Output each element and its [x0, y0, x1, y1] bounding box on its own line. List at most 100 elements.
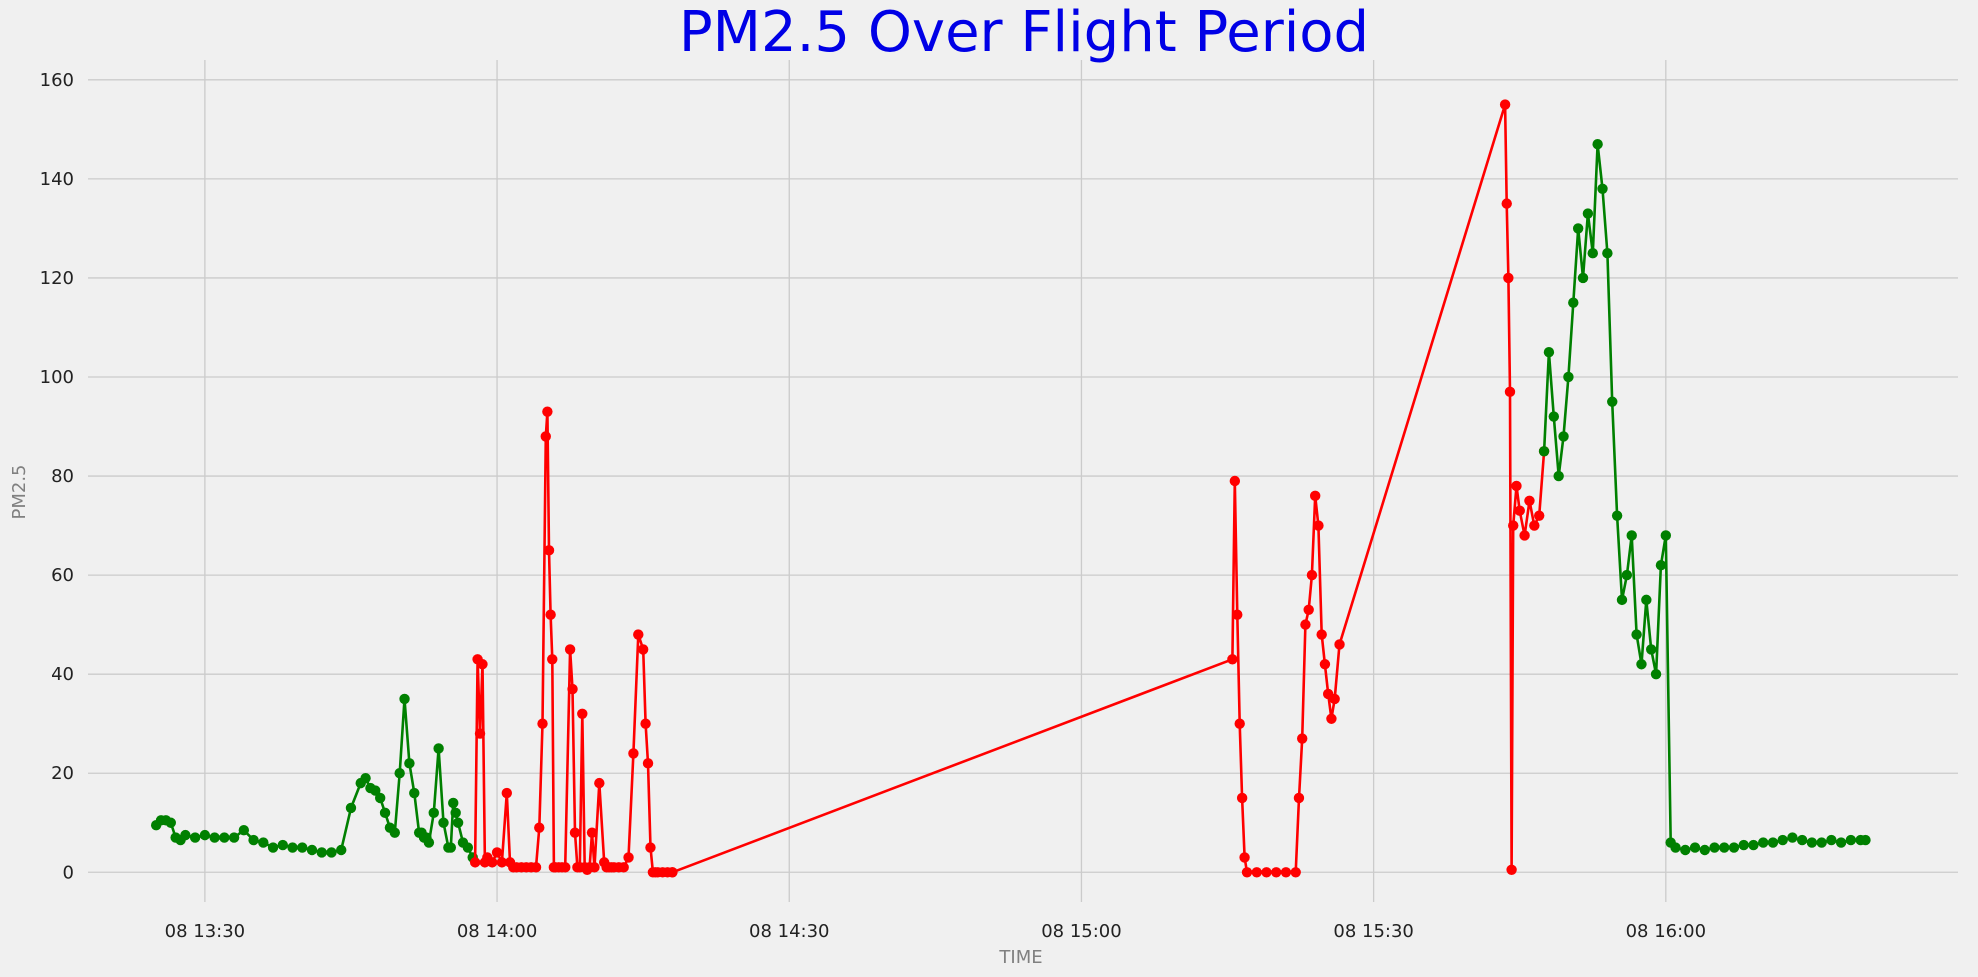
data-point — [542, 406, 553, 417]
data-point — [1758, 837, 1769, 848]
data-point — [1602, 247, 1613, 259]
data-point — [1660, 530, 1672, 541]
data-point — [450, 807, 461, 819]
data-point — [589, 862, 600, 873]
data-point — [1826, 834, 1837, 846]
data-point — [1241, 867, 1253, 878]
data-point — [1748, 839, 1759, 851]
data-point — [370, 785, 381, 796]
data-point — [1572, 223, 1584, 234]
y-tick-label: 20 — [51, 763, 74, 784]
data-point — [1611, 510, 1623, 521]
x-tick-label: 08 14:00 — [457, 921, 538, 942]
data-point — [399, 693, 410, 705]
data-point — [537, 718, 548, 729]
x-tick-labels: 08 13:30 08 14:00 08 14:30 08 15:00 08 15:30… — [165, 921, 1706, 942]
data-point — [1519, 530, 1530, 541]
data-point — [379, 807, 391, 819]
data-point — [543, 545, 555, 556]
data-point — [1548, 411, 1560, 422]
data-point — [1607, 396, 1618, 407]
data-point — [1543, 347, 1555, 358]
y-axis-label: PM2.5 — [9, 464, 30, 519]
data-point — [1582, 208, 1594, 219]
data-point — [1271, 867, 1282, 878]
data-point — [1236, 792, 1248, 804]
data-point — [477, 659, 488, 670]
data-point — [452, 817, 464, 828]
data-point — [667, 867, 678, 878]
data-point — [474, 728, 486, 739]
data-point — [547, 654, 558, 665]
data-point — [1501, 198, 1512, 209]
data-point — [462, 842, 474, 853]
data-point — [1524, 495, 1535, 507]
data-point — [623, 852, 634, 863]
data-point — [1860, 834, 1871, 846]
data-point — [1316, 629, 1327, 640]
data-point — [277, 839, 288, 851]
data-point — [1621, 569, 1633, 581]
y-tick-label: 0 — [63, 862, 74, 883]
data-point — [1538, 446, 1550, 457]
data-point — [628, 748, 639, 759]
data-point — [306, 844, 318, 856]
data-point — [1227, 654, 1238, 665]
series-red-segment — [667, 99, 1550, 878]
data-point — [469, 857, 481, 868]
data-point — [433, 743, 444, 754]
data-point — [1529, 520, 1540, 531]
data-point — [567, 683, 578, 695]
data-point — [1558, 431, 1569, 442]
data-point — [316, 847, 327, 858]
data-point — [1293, 792, 1305, 804]
data-point — [1631, 629, 1642, 640]
data-point — [586, 827, 598, 838]
data-point — [540, 431, 551, 442]
data-point — [360, 772, 371, 784]
data-point — [209, 832, 220, 843]
data-point — [394, 768, 405, 779]
series-red-segment — [469, 406, 678, 878]
data-point — [1297, 733, 1308, 744]
data-point — [238, 824, 250, 836]
data-point — [645, 842, 656, 853]
data-point — [297, 842, 308, 853]
data-point — [1597, 183, 1608, 194]
data-point — [1719, 842, 1730, 853]
data-point — [1326, 713, 1337, 724]
data-point — [258, 837, 269, 848]
data-point — [530, 862, 542, 873]
data-point — [1738, 839, 1749, 851]
data-point — [1503, 272, 1514, 284]
data-point — [1329, 693, 1340, 705]
data-point — [1239, 852, 1250, 863]
data-point — [1303, 604, 1314, 615]
data-point — [1229, 475, 1241, 487]
data-point — [1514, 505, 1525, 516]
data-point — [1816, 837, 1827, 848]
data-point — [1636, 659, 1647, 670]
data-point — [1699, 844, 1710, 856]
data-point — [1290, 867, 1301, 878]
data-point — [569, 827, 581, 838]
data-point — [409, 787, 420, 799]
data-point — [267, 842, 279, 853]
series-green-segment — [150, 693, 478, 863]
data-point — [1709, 842, 1720, 853]
data-point — [1568, 297, 1579, 308]
data-point — [1616, 594, 1628, 606]
data-point — [445, 842, 456, 853]
data-point — [219, 832, 230, 843]
data-point — [389, 827, 400, 838]
data-point — [491, 847, 503, 858]
data-point — [1280, 867, 1292, 878]
data-point — [345, 802, 357, 814]
data-point — [1767, 837, 1779, 848]
data-point — [534, 822, 545, 833]
data-point — [287, 842, 298, 853]
y-tick-label: 160 — [40, 70, 74, 91]
data-point — [1728, 842, 1740, 853]
data-point — [642, 758, 654, 769]
